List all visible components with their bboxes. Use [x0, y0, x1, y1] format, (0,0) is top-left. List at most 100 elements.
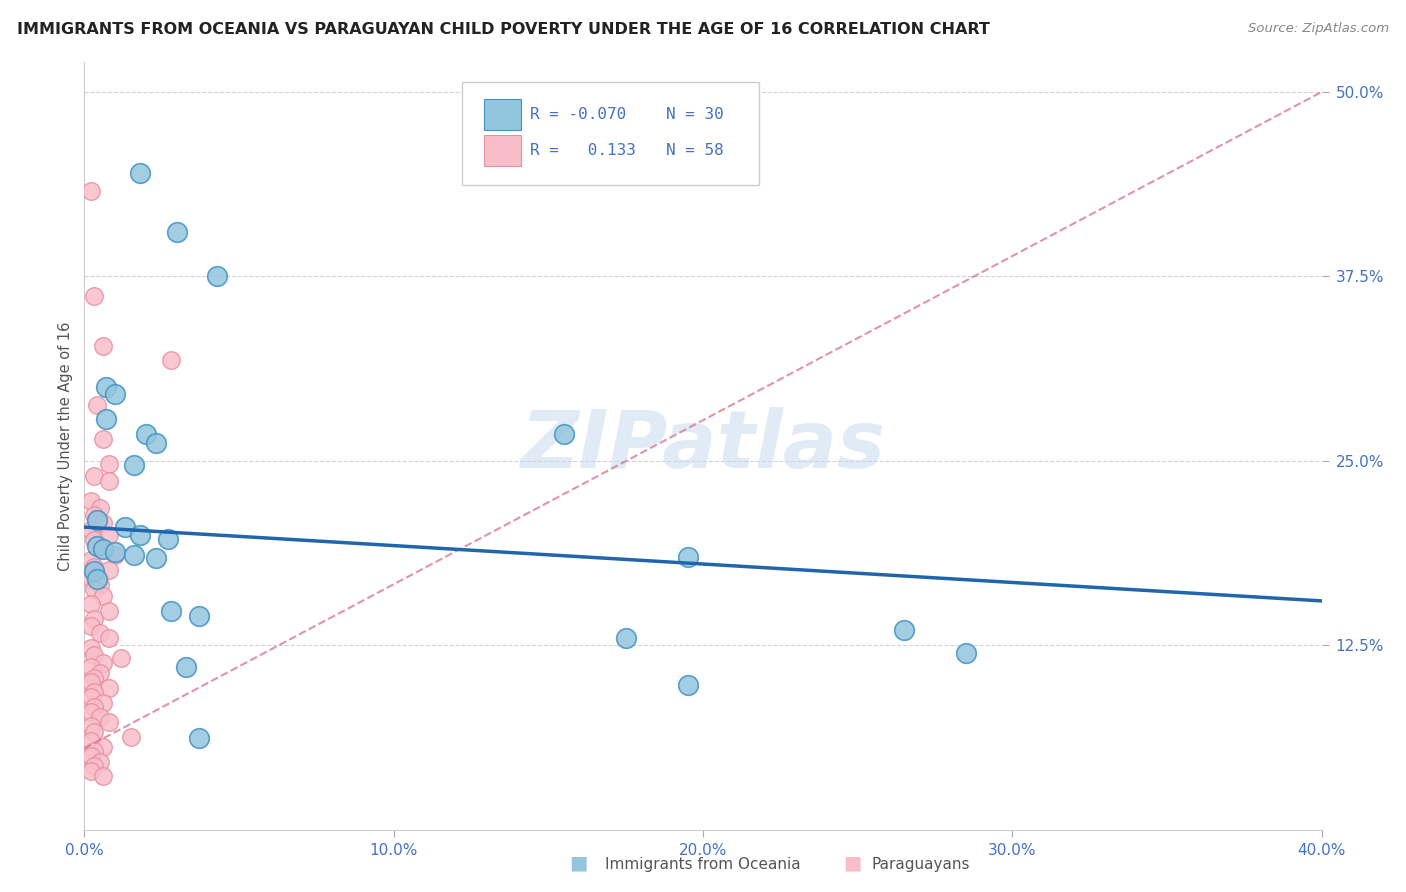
Point [91, 769, 114, 783]
Point [104, 548, 127, 562]
Point [98, 527, 121, 541]
Point [83, 468, 105, 483]
Point [83, 685, 105, 699]
Point [91, 542, 114, 557]
Point [86, 513, 108, 527]
Point [207, 269, 229, 284]
Point [89, 755, 111, 769]
Point [104, 387, 127, 401]
Point [79, 552, 101, 566]
Point [83, 288, 105, 302]
Point [79, 748, 101, 763]
Text: ■: ■ [844, 854, 862, 872]
Point [676, 678, 699, 692]
Point [104, 545, 127, 559]
Point [91, 696, 114, 710]
Point [79, 660, 101, 674]
Point [122, 548, 145, 562]
Point [79, 719, 101, 733]
Text: ■: ■ [569, 854, 588, 872]
Point [79, 619, 101, 633]
Point [893, 624, 915, 638]
Point [83, 565, 105, 579]
Point [83, 508, 105, 523]
Point [91, 656, 114, 670]
Point [94, 412, 117, 426]
Point [94, 380, 117, 394]
Point [98, 457, 121, 471]
Point [160, 353, 183, 368]
Point [91, 739, 114, 754]
Point [187, 731, 209, 745]
Point [79, 184, 101, 198]
Point [614, 631, 637, 645]
Point [83, 759, 105, 773]
FancyBboxPatch shape [484, 136, 522, 166]
Point [160, 604, 183, 618]
Text: N = 30: N = 30 [666, 107, 724, 122]
Point [89, 626, 111, 640]
Point [98, 714, 121, 729]
Point [176, 660, 198, 674]
Point [79, 675, 101, 690]
Point [145, 551, 167, 566]
Point [187, 608, 209, 623]
Point [91, 590, 114, 604]
Point [98, 475, 121, 489]
Point [91, 339, 114, 353]
Point [98, 681, 121, 695]
Point [156, 532, 179, 546]
Text: Paraguayans: Paraguayans [872, 857, 970, 872]
Point [553, 427, 575, 442]
Point [83, 648, 105, 663]
Point [83, 533, 105, 548]
Point [114, 520, 136, 534]
Point [79, 705, 101, 719]
Point [83, 725, 105, 739]
Point [955, 646, 977, 660]
Point [79, 734, 101, 748]
Point [676, 549, 699, 564]
Text: R =   0.133: R = 0.133 [530, 143, 636, 158]
Point [91, 542, 114, 557]
Text: Immigrants from Oceania: Immigrants from Oceania [605, 857, 800, 872]
Point [122, 458, 145, 473]
Point [89, 710, 111, 724]
Point [83, 582, 105, 596]
Point [129, 527, 152, 541]
Point [83, 612, 105, 626]
Point [89, 577, 111, 591]
Point [79, 764, 101, 778]
Point [135, 427, 157, 442]
Point [83, 700, 105, 714]
Point [91, 516, 114, 530]
Point [120, 730, 142, 744]
Point [86, 398, 108, 412]
Point [98, 563, 121, 577]
Text: ZIPatlas: ZIPatlas [520, 407, 886, 485]
Point [79, 493, 101, 508]
Point [145, 436, 167, 450]
Point [83, 744, 105, 758]
Point [98, 631, 121, 645]
Text: R = -0.070: R = -0.070 [530, 107, 626, 122]
Point [98, 604, 121, 618]
Point [79, 641, 101, 656]
Point [110, 651, 132, 665]
Point [83, 671, 105, 685]
Point [79, 523, 101, 537]
Point [79, 690, 101, 704]
FancyBboxPatch shape [461, 81, 759, 186]
FancyBboxPatch shape [484, 99, 522, 130]
Point [91, 432, 114, 446]
Point [83, 560, 105, 574]
Point [86, 539, 108, 553]
Point [129, 166, 152, 180]
Point [89, 666, 111, 681]
Point [79, 597, 101, 611]
Text: Source: ZipAtlas.com: Source: ZipAtlas.com [1249, 22, 1389, 36]
Point [166, 225, 188, 239]
Point [79, 572, 101, 586]
Text: N = 58: N = 58 [666, 143, 724, 158]
Point [86, 572, 108, 586]
